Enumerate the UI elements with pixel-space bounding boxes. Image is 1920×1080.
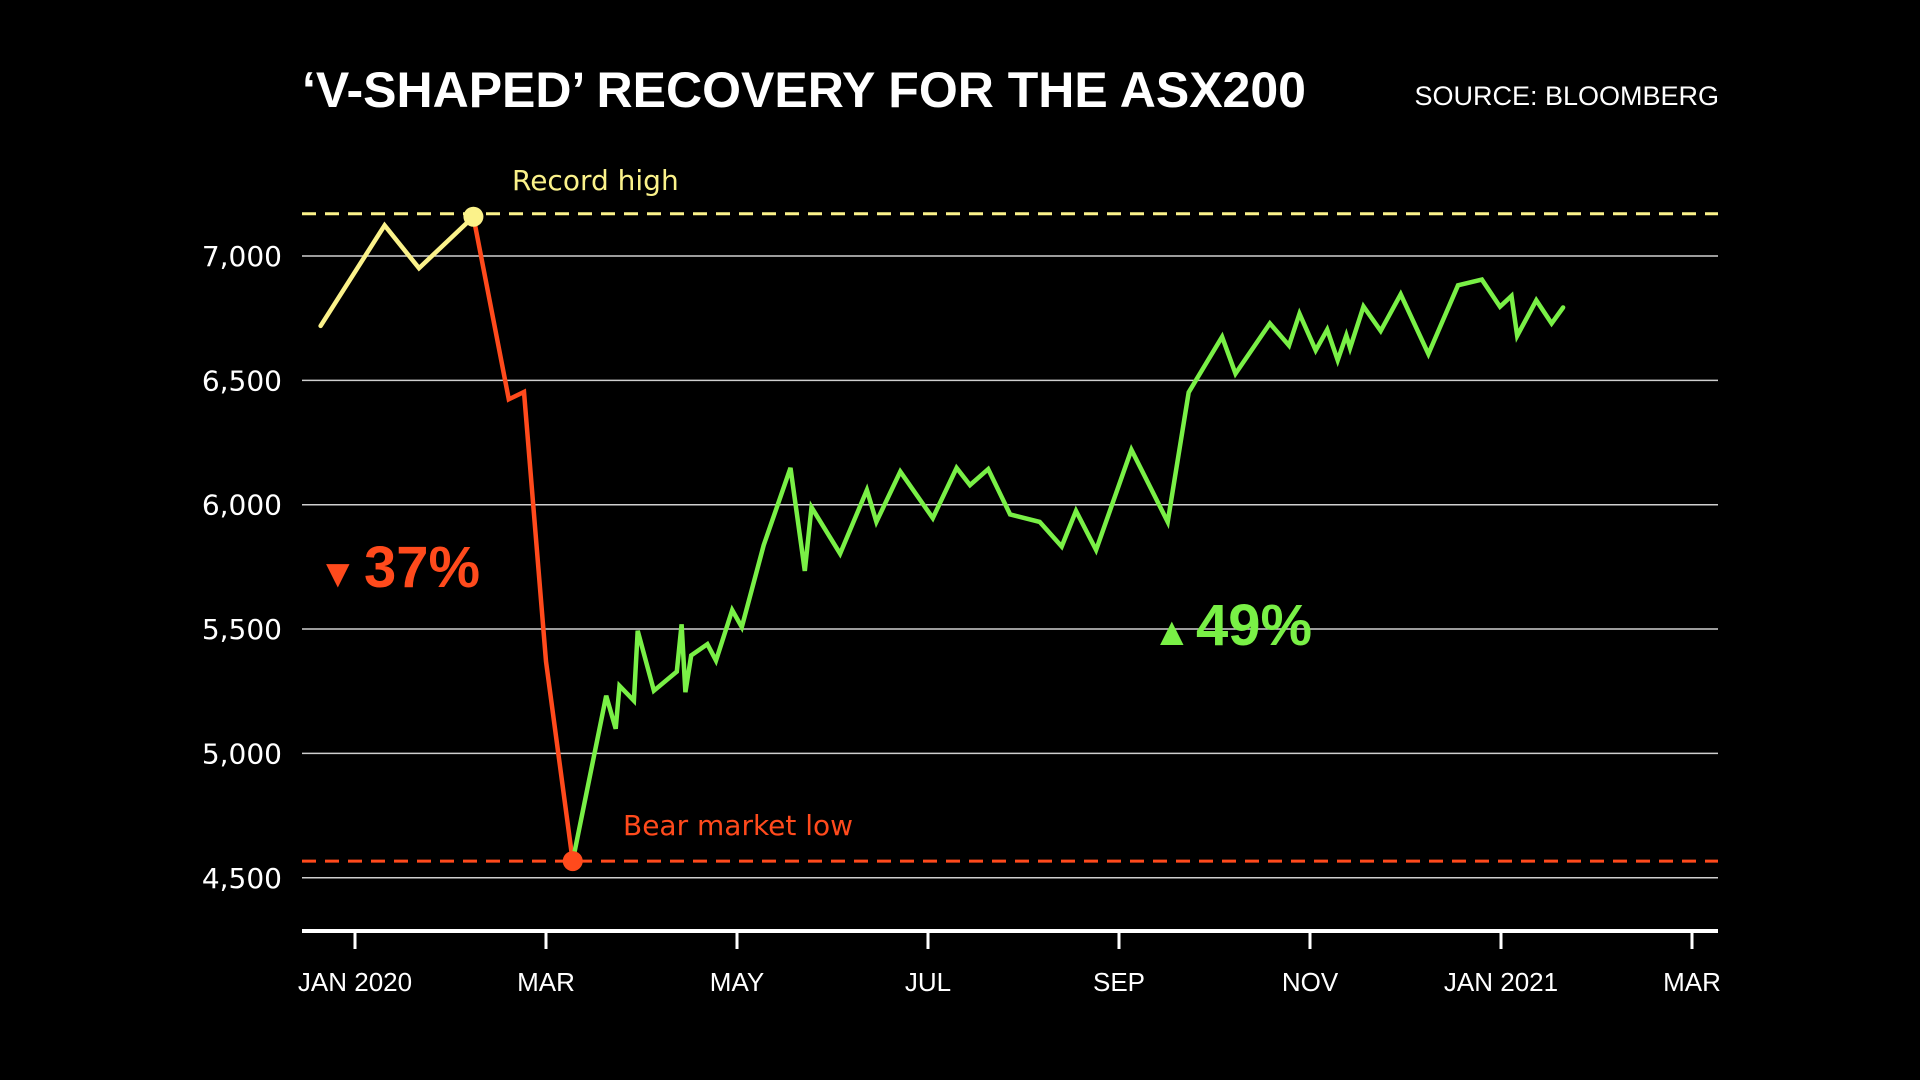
annotation-record-high: Record high — [512, 164, 679, 197]
series-lines — [318, 214, 1566, 864]
reference-lines — [302, 212, 1718, 863]
y-tick-label: 5,500 — [202, 613, 282, 646]
marker-record-high — [463, 206, 484, 227]
x-tick-label: NOV — [1282, 967, 1339, 997]
gain-annotation: ▲ 49% — [1152, 593, 1312, 658]
y-tick-label: 6,000 — [202, 489, 282, 522]
gain-arrow-icon: ▲ — [1152, 610, 1192, 654]
x-axis: JAN 2020 MAR MAY JUL SEP NOV JAN 2021 MAR — [298, 929, 1721, 997]
y-tick-label: 6,500 — [202, 364, 282, 397]
decline-percent: 37% — [364, 535, 480, 600]
annotation-bear-market-low: Bear market low — [623, 809, 853, 842]
series-line-crash — [471, 214, 575, 864]
gridlines — [302, 255, 1718, 879]
x-tick-label: MAR — [517, 967, 575, 997]
gain-percent: 49% — [1196, 593, 1312, 658]
x-tick-label: JUL — [905, 967, 951, 997]
y-axis: 4,500 5,000 5,500 6,000 6,500 7,000 — [202, 240, 282, 895]
y-tick-label: 7,000 — [202, 240, 282, 273]
decline-annotation: ▼ 37% — [318, 535, 480, 600]
series-line-pre-crash — [318, 214, 476, 329]
chart-title: ‘V-SHAPED’ RECOVERY FOR THE ASX200 — [302, 62, 1306, 118]
series-line-recovery — [570, 277, 1566, 864]
y-tick-label: 5,000 — [202, 737, 282, 770]
x-tick-label: JAN 2020 — [298, 967, 412, 997]
x-tick-label: MAR — [1663, 967, 1721, 997]
y-tick-label: 4,500 — [202, 862, 282, 895]
x-tick-label: JAN 2021 — [1444, 967, 1558, 997]
markers — [463, 206, 583, 872]
decline-arrow-icon: ▼ — [318, 552, 358, 596]
x-tick-label: MAY — [710, 967, 764, 997]
x-tick-label: SEP — [1093, 967, 1145, 997]
marker-bear-market-low — [562, 851, 583, 872]
source-label: SOURCE: BLOOMBERG — [1414, 81, 1719, 111]
